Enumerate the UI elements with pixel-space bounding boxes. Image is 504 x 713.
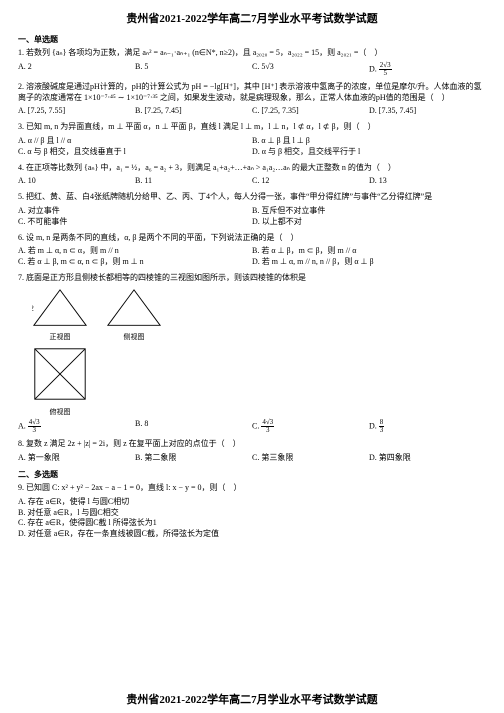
q6-opt-b: B. 若 α ⊥ β，m ⊂ β，则 m // α	[252, 246, 486, 257]
q3-stem: 3. 已知 m, n 为异面直线，m ⊥ 平面 α，n ⊥ 平面 β，直线 l …	[18, 122, 486, 133]
q3-opt-a: A. α // β 且 l // α	[18, 136, 252, 147]
q7-figures-row1: 2 正视图 侧视图	[32, 288, 486, 342]
q3-opt-d: D. α 与 β 相交，且交线平行于 l	[252, 147, 486, 158]
q2-options: A. [7.25, 7.55] B. [7.25, 7.45] C. [7.25…	[18, 106, 486, 117]
question-8: 8. 复数 z 满足 2z + |z| = 2i，则 z 在复平面上对应的点位于…	[18, 439, 486, 464]
question-2: 2. 溶液酸碱度是通过pH计算的，pH的计算公式为 pH = −lg[H⁺]，其…	[18, 82, 486, 117]
q5-opt-a: A. 对立事件	[18, 206, 252, 217]
q7-opt-b: B. 8	[135, 419, 252, 434]
q5-opt-d: D. 以上都不对	[252, 217, 486, 228]
q9-stem: 9. 已知圆 C: x² + y² − 2ax − a − 1 = 0，直线 l…	[18, 483, 486, 494]
section-1-heading: 一、单选题	[18, 34, 486, 45]
q8-opt-d: D. 第四象限	[369, 453, 486, 464]
q7-opt-a: A. 4√33	[18, 419, 135, 434]
q9-opt-c: C. 存在 a∈R，使得圆C截 l 所得弦长为1	[18, 518, 486, 529]
dim-label-2: 2	[32, 303, 34, 312]
q2-opt-d: D. [7.35, 7.45]	[369, 106, 486, 117]
q1-opt-b: B. 5	[135, 62, 252, 77]
q4-opt-b: B. 11	[135, 176, 252, 187]
q4-opt-a: A. 10	[18, 176, 135, 187]
side-view: 侧视图	[106, 288, 162, 342]
q2-opt-c: C. [7.25, 7.35]	[252, 106, 369, 117]
question-1: 1. 若数列 {aₙ} 各项均为正数，满足 aₙ² = aₙ₋₁·aₙ₊₁ (n…	[18, 48, 486, 77]
q8-opt-b: B. 第二象限	[135, 453, 252, 464]
q1-options: A. 2 B. 5 C. 5√3 D. 2√35	[18, 62, 486, 77]
question-9: 9. 已知圆 C: x² + y² − 2ax − a − 1 = 0，直线 l…	[18, 483, 486, 540]
question-4: 4. 在正项等比数列 {aₙ} 中，a₁ = ½，a₆ = a₂ + 3，则满足…	[18, 163, 486, 188]
q1-opt-c: C. 5√3	[252, 62, 369, 77]
q7-opt-c: C. 4√33	[252, 419, 369, 434]
section-2-heading: 二、多选题	[18, 469, 486, 480]
square-diagonals-icon: 2	[32, 346, 88, 402]
q6-opt-d: D. 若 m ⊥ α, m // n, n // β，则 α ⊥ β	[252, 257, 486, 268]
q6-options: A. 若 m ⊥ α, n ⊂ α，则 m // n B. 若 α ⊥ β，m …	[18, 246, 486, 268]
q7-options: A. 4√33 B. 8 C. 4√33 D. 83	[18, 419, 486, 434]
q8-opt-c: C. 第三象限	[252, 453, 369, 464]
q8-stem: 8. 复数 z 满足 2z + |z| = 2i，则 z 在复平面上对应的点位于…	[18, 439, 486, 450]
q1-opt-a: A. 2	[18, 62, 135, 77]
q7-opt-d: D. 83	[369, 419, 486, 434]
q8-options: A. 第一象限 B. 第二象限 C. 第三象限 D. 第四象限	[18, 453, 486, 464]
footer-title: 贵州省2021-2022学年高二7月学业水平考试数学试题	[0, 691, 504, 707]
q4-options: A. 10 B. 11 C. 12 D. 13	[18, 176, 486, 187]
q3-opt-b: B. α ⊥ β 且 l ⊥ β	[252, 136, 486, 147]
q2-opt-a: A. [7.25, 7.55]	[18, 106, 135, 117]
q5-opt-b: B. 互斥但不对立事件	[252, 206, 486, 217]
q3-options: A. α // β 且 l // α B. α ⊥ β 且 l ⊥ β C. α…	[18, 136, 486, 158]
question-3: 3. 已知 m, n 为异面直线，m ⊥ 平面 α，n ⊥ 平面 β，直线 l …	[18, 122, 486, 157]
q2-stem: 2. 溶液酸碱度是通过pH计算的，pH的计算公式为 pH = −lg[H⁺]，其…	[18, 82, 486, 104]
q7-figures-row2: 2 俯视图	[32, 346, 486, 417]
q3-opt-c: C. α 与 β 相交，且交线垂直于 l	[18, 147, 252, 158]
question-5: 5. 把红、黄、蓝、白4张纸牌随机分给甲、乙、丙、丁4个人，每人分得一张，事件“…	[18, 192, 486, 227]
q5-options: A. 对立事件 B. 互斥但不对立事件 C. 不可能事件 D. 以上都不对	[18, 206, 486, 228]
q6-opt-a: A. 若 m ⊥ α, n ⊂ α，则 m // n	[18, 246, 252, 257]
front-view: 2 正视图	[32, 288, 88, 342]
q5-opt-c: C. 不可能事件	[18, 217, 252, 228]
top-view-caption: 俯视图	[32, 408, 88, 417]
q1-opt-d: D. 2√35	[369, 62, 486, 77]
q6-stem: 6. 设 m, n 是两条不同的直线，α, β 是两个不同的平面，下列说法正确的…	[18, 233, 486, 244]
front-view-caption: 正视图	[32, 333, 88, 342]
q6-opt-c: C. 若 α ⊥ β, m ⊂ α, n ⊂ β，则 m ⊥ n	[18, 257, 252, 268]
q8-opt-a: A. 第一象限	[18, 453, 135, 464]
q4-opt-c: C. 12	[252, 176, 369, 187]
page-title: 贵州省2021-2022学年高二7月学业水平考试数学试题	[18, 10, 486, 26]
q7-stem: 7. 底面是正方形且侧棱长都相等的四棱锥的三视图如图所示，则该四棱锥的体积是	[18, 273, 486, 284]
question-7: 7. 底面是正方形且侧棱长都相等的四棱锥的三视图如图所示，则该四棱锥的体积是 2…	[18, 273, 486, 434]
q9-opt-a: A. 存在 a∈R，使得 l 与圆C相切	[18, 497, 486, 508]
q2-opt-b: B. [7.25, 7.45]	[135, 106, 252, 117]
side-view-caption: 侧视图	[106, 333, 162, 342]
question-6: 6. 设 m, n 是两条不同的直线，α, β 是两个不同的平面，下列说法正确的…	[18, 233, 486, 268]
triangle-icon	[106, 288, 162, 327]
q1-stem: 1. 若数列 {aₙ} 各项均为正数，满足 aₙ² = aₙ₋₁·aₙ₊₁ (n…	[18, 48, 486, 59]
q5-stem: 5. 把红、黄、蓝、白4张纸牌随机分给甲、乙、丙、丁4个人，每人分得一张，事件“…	[18, 192, 486, 203]
q9-opt-b: B. 对任意 a∈R，l 与圆C相交	[18, 508, 486, 519]
triangle-icon: 2	[32, 288, 88, 327]
q9-opt-d: D. 对任意 a∈R，存在一条直线被圆C截，所得弦长为定值	[18, 529, 486, 540]
q4-stem: 4. 在正项等比数列 {aₙ} 中，a₁ = ½，a₆ = a₂ + 3，则满足…	[18, 163, 486, 174]
q4-opt-d: D. 13	[369, 176, 486, 187]
top-view: 2 俯视图	[32, 346, 88, 417]
